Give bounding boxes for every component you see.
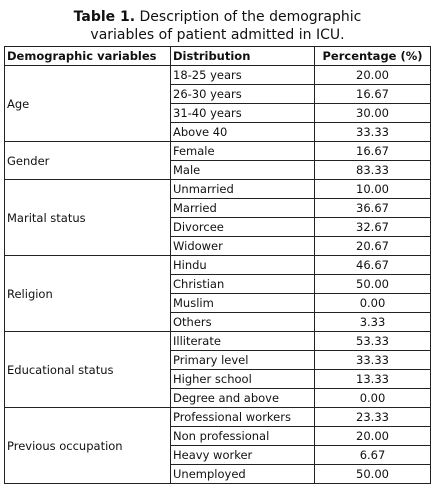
table-row: Married 36.67 [5,198,431,218]
table-row: Primary level 33.33 [5,350,431,370]
percentage-cell: 50.00 [314,274,431,294]
percentage-cell: 23.33 [314,407,431,427]
distribution-cell: Professional workers [170,407,315,427]
distribution-cell: Primary level [170,350,315,370]
distribution-cell: Higher school [170,369,315,389]
percentage-cell: 30.00 [314,103,431,123]
variable-cell: Previous occupation [4,407,171,484]
distribution-cell: Above 40 [170,122,315,142]
percentage-cell: 16.67 [314,84,431,104]
percentage-cell: 36.67 [314,198,431,218]
percentage-cell: 0.00 [314,388,431,408]
distribution-cell: Hindu [170,255,315,275]
distribution-cell: Illiterate [170,331,315,351]
percentage-cell: 16.67 [314,141,431,161]
distribution-cell: Unemployed [170,464,315,484]
percentage-cell: 3.33 [314,312,431,332]
percentage-cell: 0.00 [314,293,431,313]
percentage-cell: 32.67 [314,217,431,237]
distribution-cell: Heavy worker [170,445,315,465]
distribution-cell: Divorcee [170,217,315,237]
table-row: Age 18-25 years 20.00 [4,65,431,142]
percentage-cell: 6.67 [314,445,431,465]
distribution-cell: 26-30 years [170,84,315,104]
table-row: Educational status Illiterate 53.33 [4,331,431,408]
caption-line-1: Table 1. Description of the demographic [0,8,435,26]
variable-cell: Religion [4,255,171,332]
table-row: Above 40 33.33 [5,122,431,142]
percentage-cell: 50.00 [314,464,431,484]
table-row: Previous occupation Professional workers 2… [4,407,431,484]
table-row: Marital status Unmarried 10.00 [4,179,431,256]
variable-cell: Age [4,65,171,142]
caption-line-2: variables of patient admitted in ICU. [90,27,345,43]
header-demographic-variables: Demographic variables [4,46,171,66]
distribution-cell: Female [170,141,315,161]
percentage-cell: 20.67 [314,236,431,256]
table-body: Age 18-25 years 20.00 26-30 years 16.67 31-40… [4,65,431,484]
percentage-cell: 13.33 [314,369,431,389]
header-distribution: Distribution [170,46,315,66]
percentage-cell: 53.33 [314,331,431,351]
percentage-cell: 20.00 [314,65,431,85]
header-percentage: Percentage (%) [314,46,431,66]
distribution-cell: Degree and above [170,388,315,408]
table-row: Unemployed 50.00 [5,464,431,484]
caption-text: Description of the demographic [135,9,362,25]
distribution-cell: Non professional [170,426,315,446]
table-row: Gender Female 16.67 [4,141,431,180]
distribution-cell: Unmarried [170,179,315,199]
percentage-cell: 33.33 [314,350,431,370]
distribution-cell: Male [170,160,315,180]
distribution-cell: Married [170,198,315,218]
distribution-cell: 31-40 years [170,103,315,123]
distribution-cell: Others [170,312,315,332]
percentage-cell: 33.33 [314,122,431,142]
distribution-cell: Muslim [170,293,315,313]
percentage-cell: 46.67 [314,255,431,275]
percentage-cell: 83.33 [314,160,431,180]
percentage-cell: 20.00 [314,426,431,446]
caption-label: Table 1. [73,9,136,25]
distribution-cell: Christian [170,274,315,294]
header-row: Demographic variables Distribution Perce… [4,46,431,66]
table-caption: Table 1. Description of the demographic … [0,8,435,46]
variable-cell: Educational status [4,331,171,408]
table-row: Degree and above 0.00 [5,388,431,408]
table-row: Others 3.33 [5,312,431,332]
variable-cell: Gender [4,141,171,180]
distribution-cell: 18-25 years [170,65,315,85]
variable-cell: Marital status [4,179,171,256]
table-row: Religion Hindu 46.67 [4,255,431,332]
demographic-table: Demographic variables Distribution Perce… [4,46,431,484]
table-row: Christian 50.00 [5,274,431,294]
table-row: Widower 20.67 [5,236,431,256]
table-row: Muslim 0.00 [5,293,431,313]
distribution-cell: Widower [170,236,315,256]
percentage-cell: 10.00 [314,179,431,199]
